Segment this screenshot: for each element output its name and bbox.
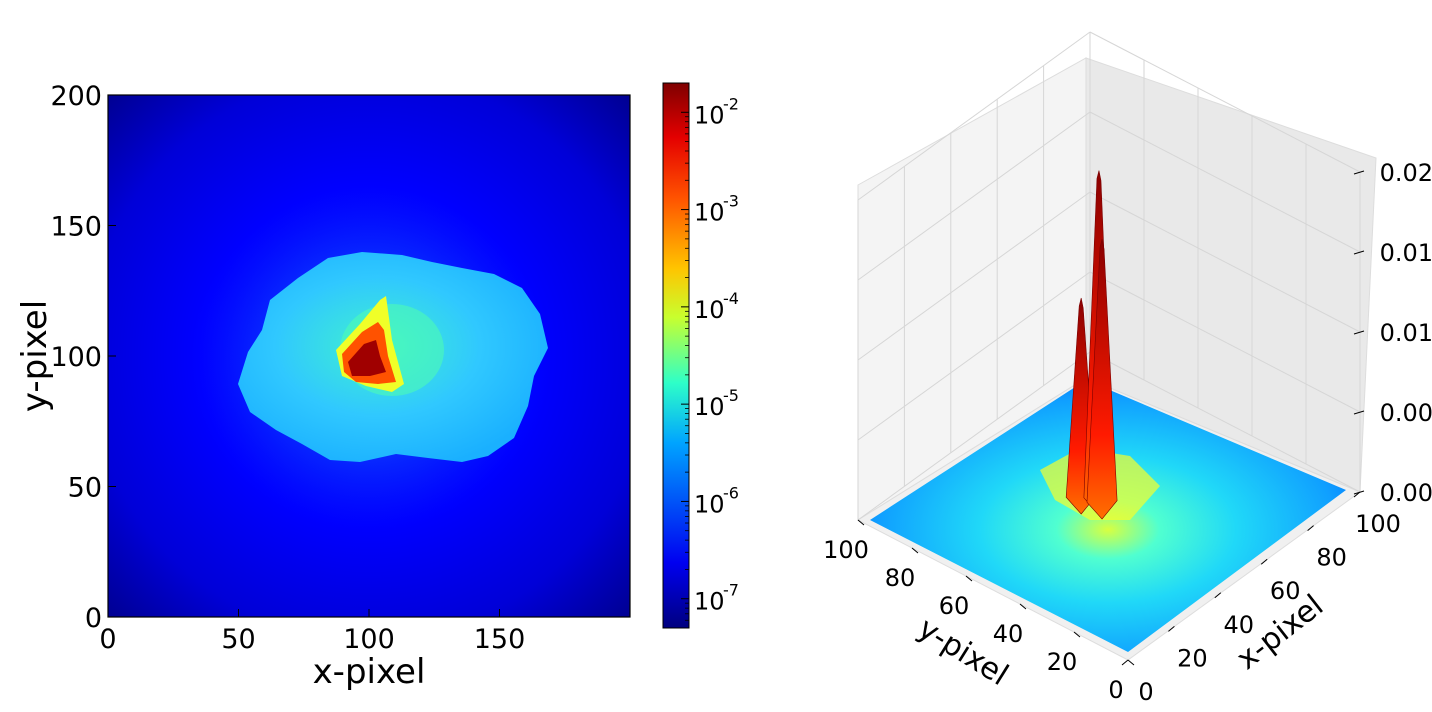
surface-x-tick-label: 60 <box>1270 577 1301 605</box>
surface-x-tick-mark <box>1353 491 1361 498</box>
surface-y-tick-label: 20 <box>1047 648 1078 676</box>
surface-grid-line <box>857 191 1091 361</box>
surface-y-tick-label: 100 <box>823 536 869 564</box>
surface-x-tick-mark <box>1260 558 1268 565</box>
heatmap-image <box>108 95 630 617</box>
heatmap-x-tick-label: 100 <box>343 624 395 655</box>
surface-y-tick-mark <box>1127 659 1135 666</box>
surface-grid-line <box>857 111 1091 281</box>
colorbar-tick-exponent: -4 <box>723 289 739 308</box>
surface-y-tick-label: 0 <box>1108 676 1123 704</box>
surface-grid-line <box>857 351 1091 521</box>
surface-y-tick-label: 60 <box>939 592 970 620</box>
surface-z-tick-mark <box>1353 410 1365 415</box>
surface-panel: 0.000 0.005 0.010 0.015 0.020 0 20 40 60 80 100 0 20… <box>823 31 1432 706</box>
surface-x-tick-mark <box>1168 626 1175 632</box>
surface-z-tick-label: 0.000 <box>1380 479 1432 507</box>
surface-peak <box>1086 238 1118 520</box>
surface-x-tick-label: 0 <box>1138 678 1153 706</box>
surface-grid-line <box>857 31 1091 201</box>
surface-y-tick-mark <box>857 519 865 526</box>
heatmap-core-peak <box>348 340 386 376</box>
surface-z-tick-mark <box>1353 250 1365 255</box>
surface-grid <box>857 31 1361 521</box>
surface-z-tick-mark <box>1353 170 1365 175</box>
surface-x-tick-label: 80 <box>1316 544 1347 572</box>
heatmap-y-tick-label: 150 <box>50 212 102 243</box>
heatmap-y-label: y-pixel <box>15 300 55 412</box>
colorbar-tick-label: 10 <box>694 490 725 518</box>
heatmap-y-ticks: 0 50 100 150 200 <box>50 81 116 634</box>
surface-grid-line <box>1089 351 1361 493</box>
colorbar-tick-exponent: -5 <box>723 386 739 405</box>
surface-x-tick-mark <box>1121 659 1129 666</box>
colorbar-tick-exponent: -2 <box>723 94 739 113</box>
heatmap-x-tick-label: 150 <box>474 624 526 655</box>
colorbar-tick-exponent: -6 <box>723 483 739 502</box>
surface-x-tick-label: 100 <box>1355 510 1401 538</box>
surface-z-tick-label: 0.020 <box>1380 159 1432 187</box>
colorbar-minor-ticks <box>685 82 689 629</box>
surface-z-tick-mark <box>1353 330 1365 335</box>
surface-x-tick-mark <box>1307 525 1314 531</box>
surface-peaks <box>1065 170 1118 520</box>
surface-z-tick-label: 0.010 <box>1380 319 1432 347</box>
surface-y-tick-mark <box>1019 603 1027 610</box>
surface-x-tick-mark <box>1214 592 1222 599</box>
heatmap-y-tick-label: 50 <box>68 473 102 504</box>
heatmap-panel: 0 50 100 150 0 50 100 150 200 x-pixel y-pixel <box>15 81 631 692</box>
surface-y-tick-label: 40 <box>993 620 1024 648</box>
surface-x-tick-label: 20 <box>1177 644 1208 672</box>
surface-x-tick-label: 40 <box>1224 611 1255 639</box>
colorbar-tick-label: 10 <box>694 296 725 324</box>
heatmap-y-tick-label: 100 <box>50 342 102 373</box>
colorbar-tick-exponent: -7 <box>723 581 739 600</box>
colorbar-bar <box>662 82 690 629</box>
surface-grid-line <box>1089 111 1361 253</box>
colorbar-tick-label: 10 <box>694 101 725 129</box>
colorbar: 10-710-610-510-410-310-2 <box>662 82 739 629</box>
surface-z-tick-label: 0.015 <box>1380 239 1432 267</box>
surface-axes: 0.000 0.005 0.010 0.015 0.020 0 20 40 60 80 100 0 20… <box>823 159 1432 706</box>
heatmap-x-tick-label: 50 <box>221 624 255 655</box>
surface-grid-line <box>857 271 1091 441</box>
colorbar-tick-label: 10 <box>694 199 725 227</box>
surface-y-tick-mark <box>1073 631 1081 638</box>
surface-grid-line <box>1089 271 1361 413</box>
surface-y-tick-mark <box>911 547 919 554</box>
heatmap-x-ticks: 0 50 100 150 <box>99 609 525 655</box>
surface-y-tick-label: 80 <box>885 564 916 592</box>
heatmap-y-tick-label: 0 <box>85 603 102 634</box>
colorbar-ticks: 10-710-610-510-410-310-2 <box>681 94 739 616</box>
surface-grid-line <box>1089 31 1361 173</box>
surface-grid-line <box>1089 191 1361 333</box>
colorbar-tick-label: 10 <box>694 393 725 421</box>
surface-y-tick-mark <box>965 575 973 582</box>
surface-z-tick-label: 0.005 <box>1380 399 1432 427</box>
heatmap-x-tick-label: 0 <box>99 624 116 655</box>
heatmap-y-tick-label: 200 <box>50 81 102 112</box>
heatmap-x-label: x-pixel <box>313 652 426 692</box>
colorbar-tick-label: 10 <box>694 588 725 616</box>
colorbar-tick-exponent: -3 <box>723 192 739 211</box>
